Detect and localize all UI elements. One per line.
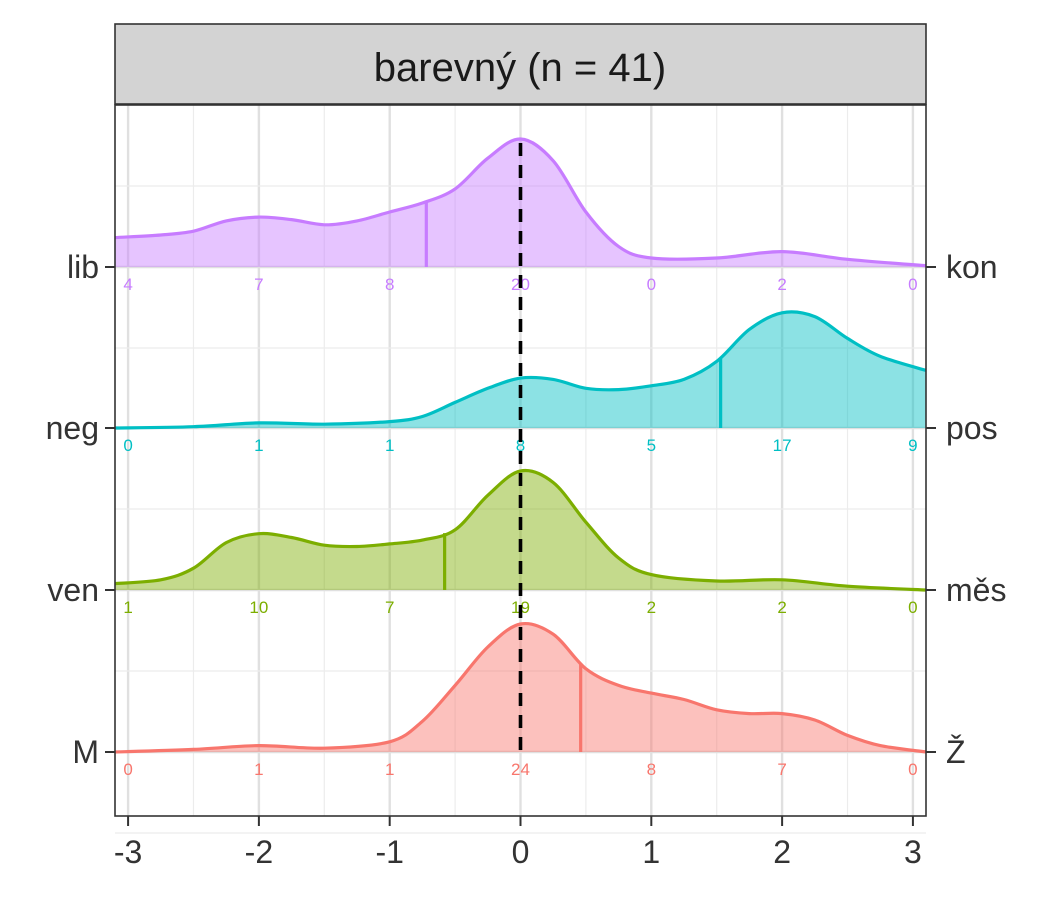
density-layer [114, 137, 927, 754]
y-label-right-neg: pos [946, 410, 998, 446]
count-label-lib: 2 [777, 275, 786, 294]
y-label-right-ven: měs [946, 572, 1006, 608]
x-tick-label: -3 [114, 834, 142, 870]
count-label-ven: 2 [777, 598, 786, 617]
density-area-lib [115, 138, 926, 267]
density-line-lib [114, 137, 927, 268]
count-label-neg: 9 [908, 436, 917, 455]
count-label-neg: 1 [385, 436, 394, 455]
x-tick-label: 0 [512, 834, 530, 870]
count-label-neg: 8 [516, 436, 525, 455]
count-label-neg: 17 [773, 436, 792, 455]
density-area-ven [115, 470, 926, 590]
count-label-M: 0 [123, 760, 132, 779]
count-label-ven: 1 [123, 598, 132, 617]
count-label-ven: 10 [249, 598, 268, 617]
x-tick-label: 1 [642, 834, 660, 870]
count-label-lib: 8 [385, 275, 394, 294]
chart-title: barevný (n = 41) [374, 46, 666, 90]
y-label-left-M: M [72, 734, 99, 770]
count-label-M: 24 [511, 760, 530, 779]
y-label-right-M: Ž [946, 734, 966, 770]
count-label-layer: 011248701107192200118517947820020 [123, 275, 917, 779]
count-label-neg: 1 [254, 436, 263, 455]
count-label-ven: 2 [647, 598, 656, 617]
count-label-lib: 4 [123, 275, 132, 294]
y-label-left-lib: lib [67, 249, 99, 285]
density-area-M [115, 623, 926, 752]
x-tick-label: -1 [375, 834, 403, 870]
count-label-M: 0 [908, 760, 917, 779]
x-tick-label: 3 [904, 834, 922, 870]
density-line-neg [114, 310, 927, 430]
y-label-left-ven: ven [47, 572, 99, 608]
x-tick-label: 2 [773, 834, 791, 870]
count-label-lib: 0 [647, 275, 656, 294]
count-label-M: 8 [647, 760, 656, 779]
y-label-right-lib: kon [946, 249, 998, 285]
count-label-lib: 7 [254, 275, 263, 294]
density-area-neg [115, 311, 926, 428]
count-label-ven: 7 [385, 598, 394, 617]
count-label-M: 1 [385, 760, 394, 779]
count-label-neg: 0 [123, 436, 132, 455]
y-label-left-neg: neg [46, 410, 99, 446]
strip-background [114, 23, 927, 105]
count-label-ven: 0 [908, 598, 917, 617]
count-label-M: 1 [254, 760, 263, 779]
grid-layer [115, 105, 926, 834]
x-tick-label: -2 [245, 834, 273, 870]
density-line-ven [114, 468, 927, 592]
count-label-neg: 5 [647, 436, 656, 455]
count-label-lib: 0 [908, 275, 917, 294]
count-label-M: 7 [777, 760, 786, 779]
